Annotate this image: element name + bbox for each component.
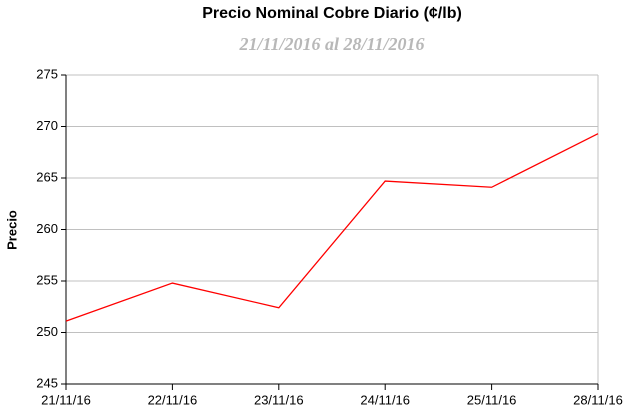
x-tick-label: 23/11/16	[254, 392, 304, 407]
x-tick-label: 21/11/16	[41, 392, 91, 407]
x-tick-label: 24/11/16	[360, 392, 410, 407]
chart-subtitle: 21/11/2016 al 28/11/2016	[238, 34, 424, 54]
x-tick-label: 25/11/16	[467, 392, 517, 407]
y-tick-label: 265	[36, 169, 58, 184]
chart-title: Precio Nominal Cobre Diario (¢/lb)	[202, 5, 462, 22]
y-tick-label: 275	[36, 66, 58, 81]
data-line	[65, 133, 599, 322]
y-tick-label: 255	[36, 272, 58, 287]
x-tick-label: 28/11/16	[573, 392, 623, 407]
y-tick-label: 270	[36, 118, 58, 133]
y-tick-label: 245	[36, 375, 58, 390]
y-tick-label: 260	[36, 221, 58, 236]
y-axis-label: Precio	[4, 210, 19, 250]
x-tick-label: 22/11/16	[148, 392, 198, 407]
y-tick-label: 250	[36, 324, 58, 339]
